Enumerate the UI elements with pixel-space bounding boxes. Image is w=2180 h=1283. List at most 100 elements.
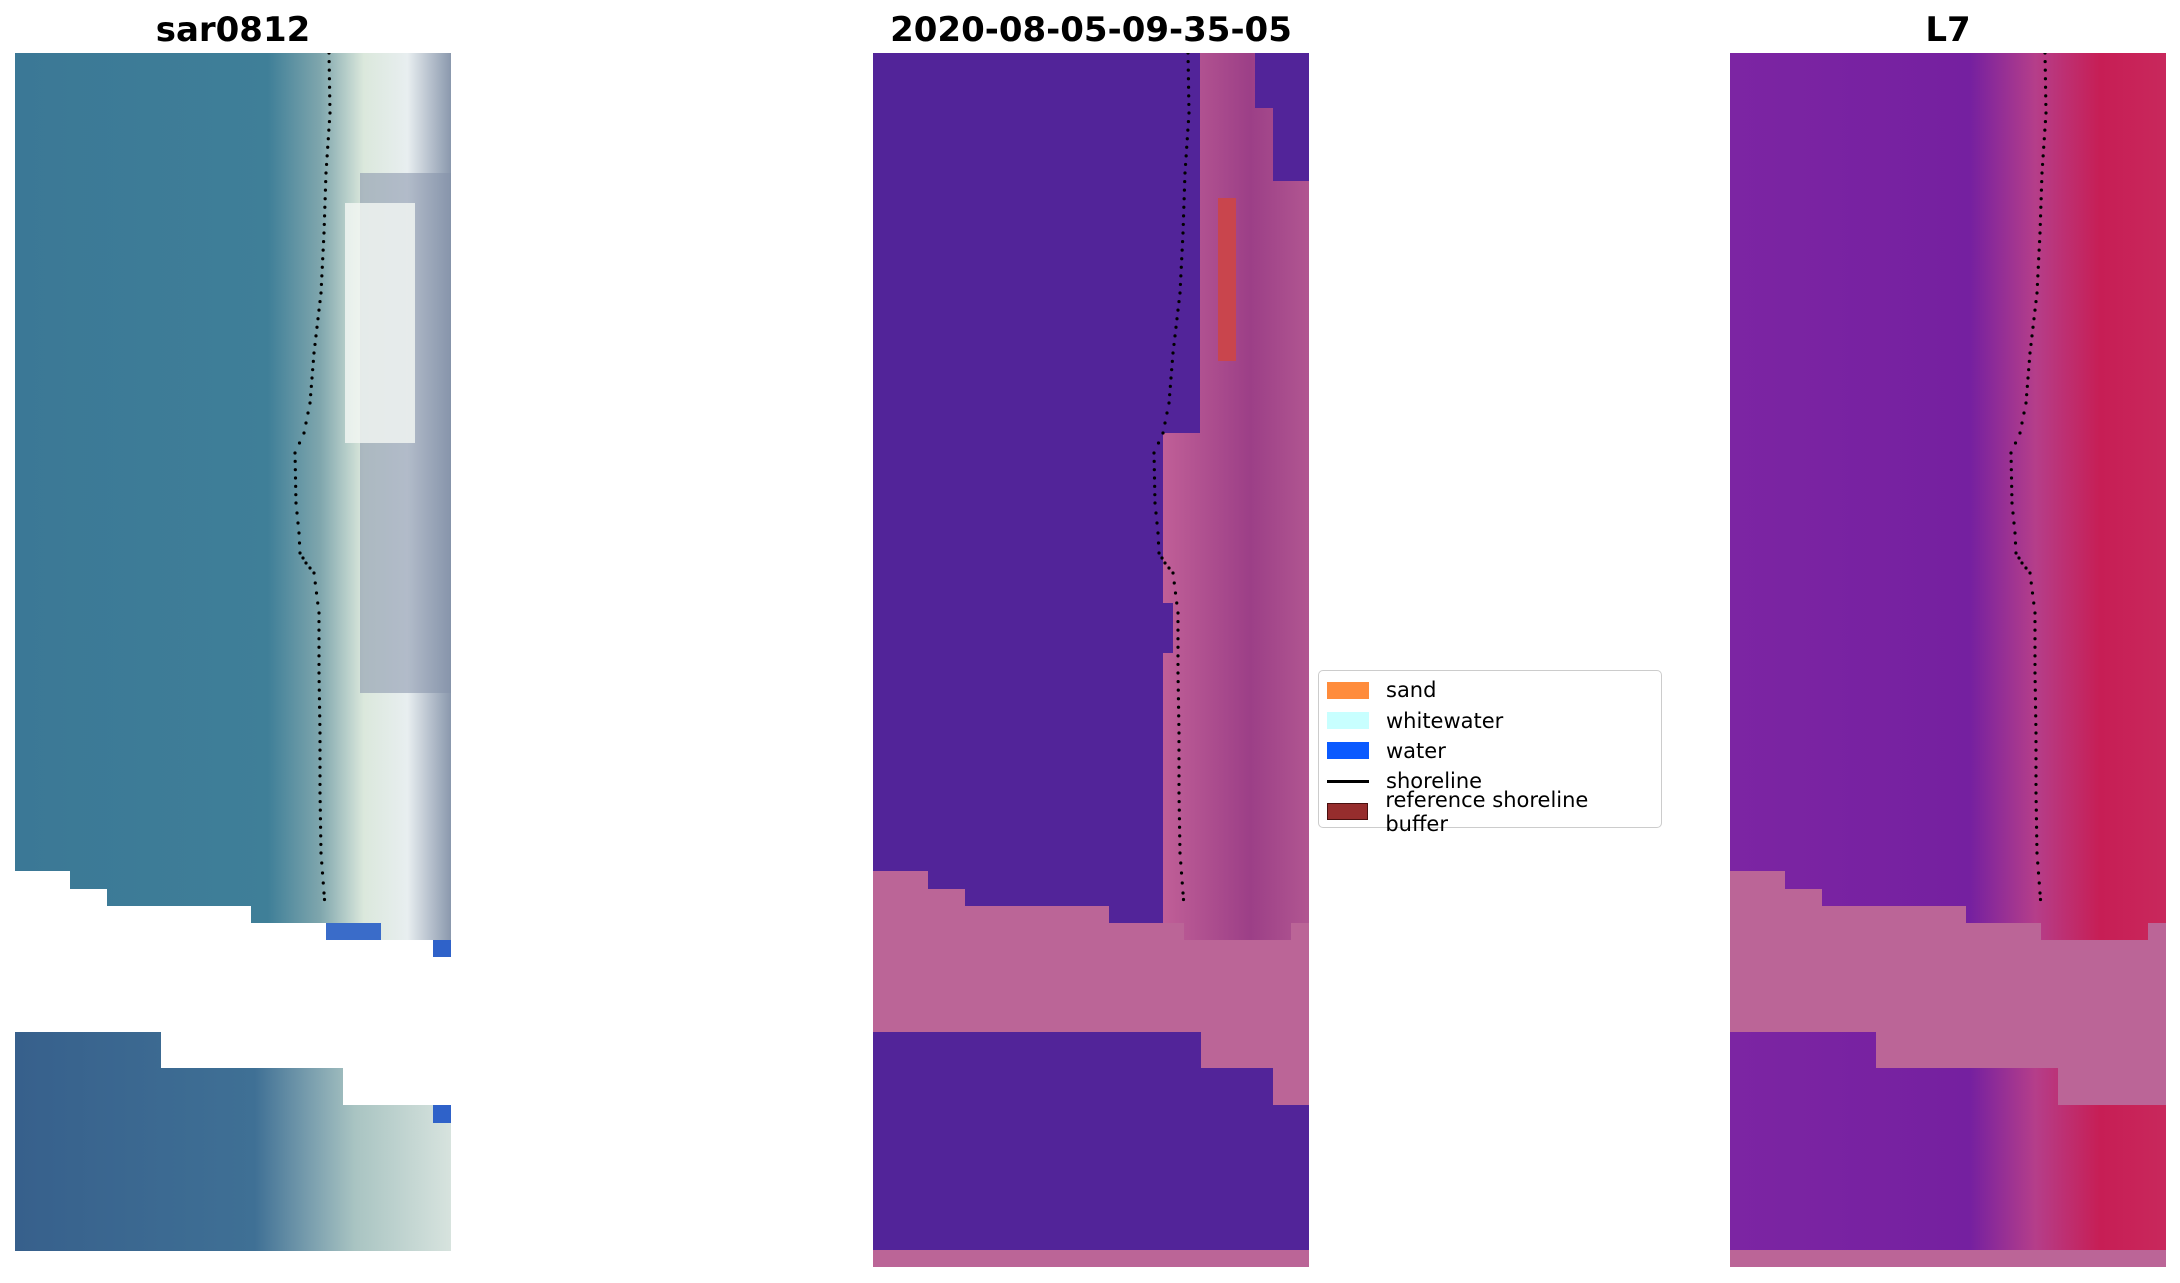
shoreline-point	[1176, 671, 1180, 675]
shoreline-point	[1153, 484, 1157, 488]
shoreline-point	[2033, 619, 2037, 624]
shoreline-point	[1177, 799, 1181, 804]
shoreline-point	[2043, 59, 2047, 64]
shoreline-point	[311, 368, 315, 372]
shoreline-point	[293, 476, 298, 480]
legend-item-shoreline: shoreline	[1327, 766, 1653, 796]
shoreline-point	[1180, 239, 1185, 244]
shoreline-point	[324, 179, 328, 184]
shoreline-point	[2032, 317, 2036, 321]
shoreline-point	[1156, 531, 1160, 535]
shoreline-point	[326, 137, 330, 141]
rgb-image-panel	[15, 53, 451, 1267]
shoreline-point	[1177, 774, 1181, 778]
shoreline-point	[327, 53, 331, 55]
shoreline-point	[317, 688, 321, 692]
shoreline-point	[318, 765, 322, 769]
shoreline-point	[1172, 581, 1176, 585]
shoreline-point	[1183, 171, 1187, 175]
shoreline-point	[318, 791, 322, 795]
shoreline-point	[297, 541, 302, 545]
shoreline-point	[1185, 145, 1189, 149]
shoreline-point	[309, 393, 313, 397]
shoreline-point	[320, 861, 324, 865]
shoreline-point	[320, 274, 324, 278]
shoreline-point	[296, 521, 300, 525]
shoreline-point	[1182, 205, 1186, 209]
shoreline-point	[320, 871, 325, 875]
shoreline-point	[318, 299, 322, 304]
shoreline-point	[328, 102, 332, 107]
shoreline-point	[308, 401, 312, 405]
shoreline-point	[1186, 53, 1190, 55]
shoreline-point	[2034, 739, 2038, 744]
shoreline-point	[293, 459, 297, 463]
shoreline-point	[324, 171, 328, 175]
shoreline-point	[2044, 102, 2048, 107]
shoreline-point	[2037, 881, 2041, 885]
shoreline-point	[2034, 757, 2038, 761]
shoreline-point	[297, 441, 302, 445]
index-image-panel	[1730, 53, 2166, 1267]
shoreline-point	[2034, 299, 2038, 304]
shoreline-point	[2018, 431, 2022, 435]
shoreline-point	[328, 111, 332, 115]
legend-swatch	[1327, 803, 1369, 821]
shoreline-point	[1160, 556, 1164, 560]
shoreline-point	[1185, 137, 1189, 141]
shoreline-point	[317, 611, 321, 615]
shoreline-point	[2028, 571, 2032, 575]
shoreline-point	[2033, 705, 2038, 709]
shoreline-point	[313, 342, 317, 347]
shoreline-point	[2033, 688, 2037, 692]
shoreline-point	[319, 291, 323, 295]
shoreline-point	[1156, 441, 1161, 445]
shoreline-point	[319, 842, 323, 847]
panel-title-index: L7	[1925, 10, 1971, 50]
shoreline-point	[321, 881, 325, 885]
shoreline-point	[1171, 351, 1175, 355]
shoreline-point	[1177, 722, 1181, 727]
shoreline-point	[317, 705, 322, 709]
index-mask-region	[1730, 871, 2166, 1105]
shoreline-point	[1178, 842, 1182, 847]
shoreline-point	[294, 501, 298, 505]
rgb-upper-region	[15, 53, 451, 940]
shoreline-point	[2043, 77, 2048, 81]
shoreline-point	[316, 601, 320, 605]
shoreline-point	[318, 748, 322, 752]
shoreline-point	[2039, 197, 2043, 201]
shoreline-point	[1168, 393, 1172, 397]
shoreline-point	[1170, 359, 1174, 363]
shoreline-point	[1184, 154, 1188, 158]
shoreline-point	[2031, 325, 2035, 329]
shoreline-point	[2027, 359, 2031, 363]
shoreline-point	[302, 431, 306, 435]
shoreline-point	[317, 697, 322, 701]
shoreline-point	[318, 774, 322, 778]
shoreline-point	[327, 59, 331, 64]
shoreline-point	[1176, 654, 1180, 658]
rgb-water-pixel-2	[433, 940, 451, 957]
shoreline-point	[317, 619, 321, 624]
legend-item-water: water	[1327, 736, 1653, 766]
shoreline-point	[317, 671, 321, 675]
shoreline-point	[1175, 317, 1179, 321]
panel-title-rgb: sar0812	[155, 10, 311, 50]
shoreline-point	[2026, 376, 2030, 380]
shoreline-point	[1153, 501, 1157, 505]
shoreline-point	[1177, 739, 1181, 744]
shoreline-point	[293, 468, 297, 472]
shoreline-point	[2009, 451, 2013, 455]
shoreline-point	[1176, 308, 1180, 312]
shoreline-point	[1181, 222, 1185, 227]
shoreline-point	[1186, 68, 1190, 72]
legend-line-marker	[1327, 779, 1369, 783]
shoreline-point	[2043, 85, 2048, 89]
shoreline-point	[1186, 59, 1190, 64]
shoreline-point	[2014, 551, 2018, 555]
shoreline-point	[1177, 817, 1182, 821]
shoreline-point	[2020, 421, 2024, 425]
shoreline-point	[1170, 368, 1174, 372]
shoreline-point	[1152, 451, 1156, 455]
